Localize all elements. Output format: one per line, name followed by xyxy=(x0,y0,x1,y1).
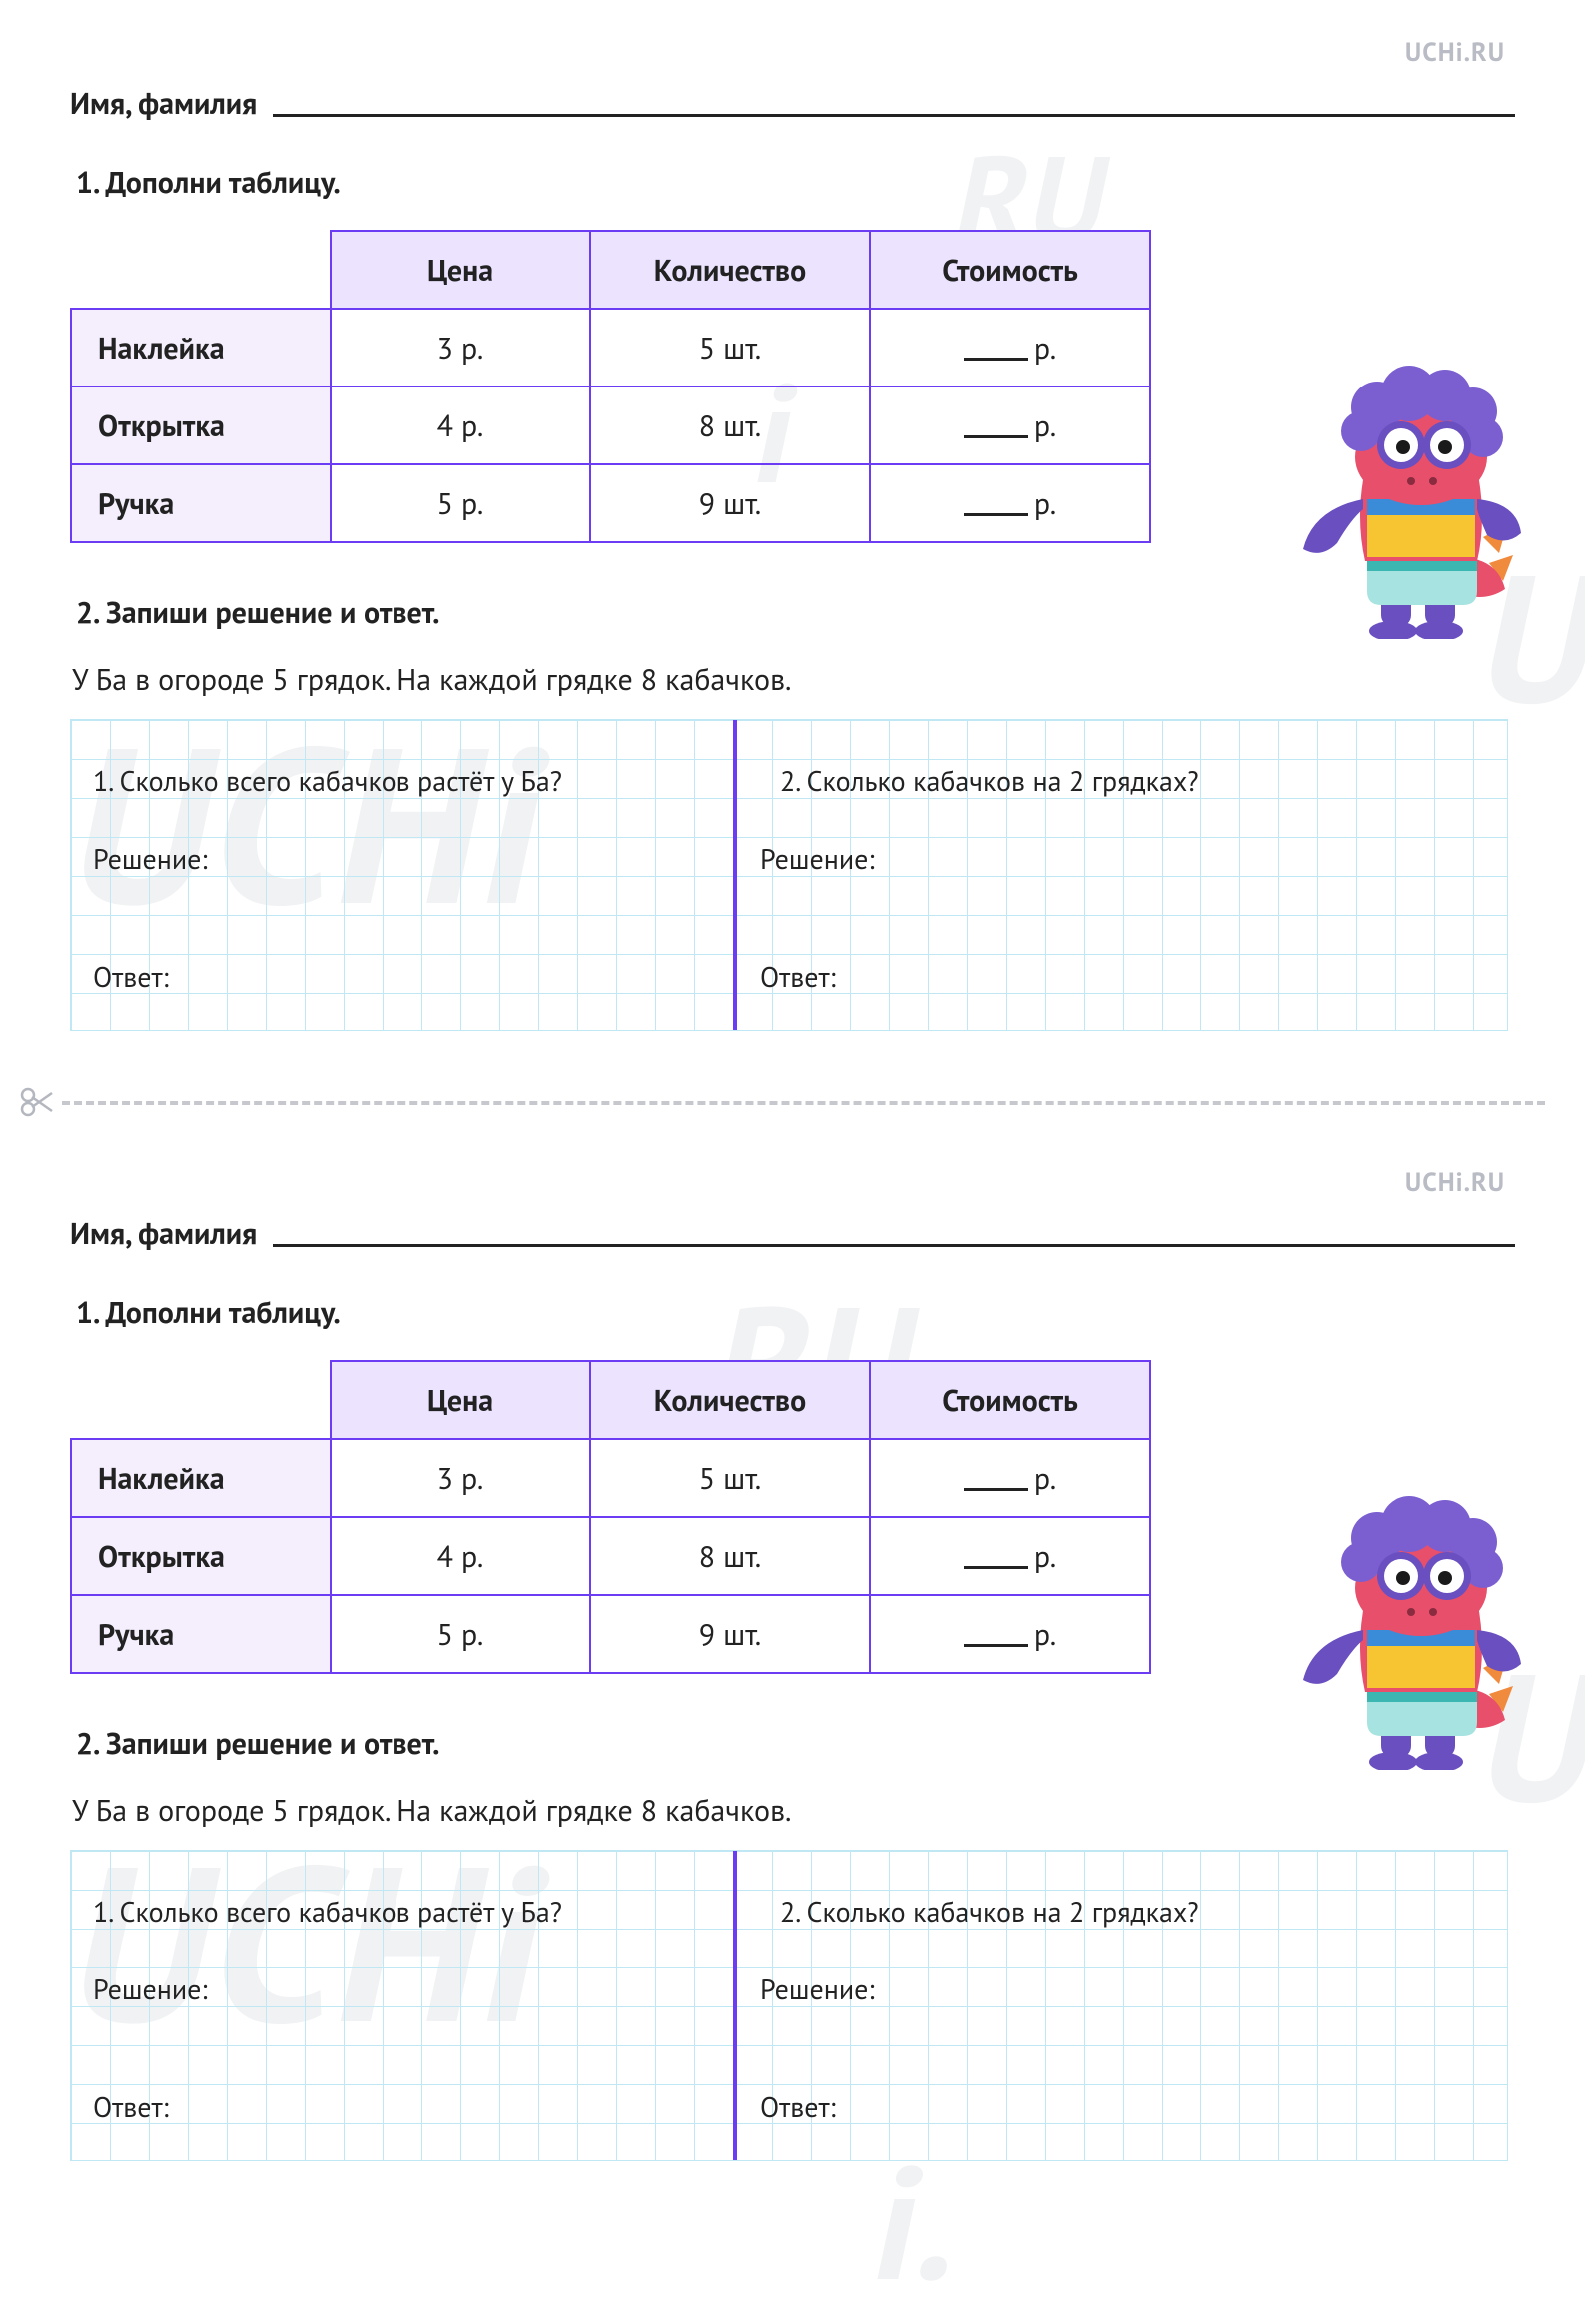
table-row: Открытка 4 р. 8 шт. р. xyxy=(71,1517,1150,1595)
cell-qty: 5 шт. xyxy=(590,309,870,387)
table-row: Наклейка 3 р. 5 шт. р. xyxy=(71,1439,1150,1517)
grid-answer-label: Ответ: xyxy=(760,958,836,995)
mascot-icon xyxy=(1285,350,1525,639)
worksheet-half-top: UCHi.RU Имя, фамилия 1. Дополни таблицу.… xyxy=(0,0,1585,1071)
table-row: Открытка 4 р. 8 шт. р. xyxy=(71,387,1150,464)
table-row: Ручка 5 р. 9 шт. р. xyxy=(71,464,1150,542)
cell-cost[interactable]: р. xyxy=(870,1439,1150,1517)
table-corner xyxy=(71,1361,331,1439)
grid-answer-label: Ответ: xyxy=(93,2088,169,2125)
grid-q1: 1. Сколько всего кабачков растёт у Ба? xyxy=(93,1893,562,1930)
cell-price: 5 р. xyxy=(331,1595,590,1673)
cell-price: 5 р. xyxy=(331,464,590,542)
cut-line xyxy=(0,1071,1585,1131)
cell-cost[interactable]: р. xyxy=(870,387,1150,464)
answer-grid[interactable]: 1. Сколько всего кабачков растёт у Ба? 2… xyxy=(70,1850,1508,2161)
row-label: Ручка xyxy=(71,1595,331,1673)
task1-title: 1. Дополни таблицу. xyxy=(76,1293,1515,1332)
table-row: Наклейка 3 р. 5 шт. р. xyxy=(71,309,1150,387)
cell-qty: 8 шт. xyxy=(590,387,870,464)
grid-q2: 2. Сколько кабачков на 2 грядках? xyxy=(780,1893,1199,1930)
cell-price: 3 р. xyxy=(331,1439,590,1517)
table-corner xyxy=(71,231,331,309)
col-qty: Количество xyxy=(590,231,870,309)
cell-price: 4 р. xyxy=(331,387,590,464)
grid-solution-label: Решение: xyxy=(93,840,207,877)
answer-grid[interactable]: 1. Сколько всего кабачков растёт у Ба? 2… xyxy=(70,719,1508,1031)
grid-divider xyxy=(733,1851,737,2160)
worksheet-half-bottom: UCHi.RU Имя, фамилия 1. Дополни таблицу.… xyxy=(0,1131,1585,2201)
row-label: Открытка xyxy=(71,1517,331,1595)
mascot-icon xyxy=(1285,1480,1525,1770)
price-table: Цена Количество Стоимость Наклейка 3 р. … xyxy=(70,230,1151,543)
brand-logo: UCHi.RU xyxy=(1405,36,1505,69)
col-price: Цена xyxy=(331,231,590,309)
task1-title: 1. Дополни таблицу. xyxy=(76,163,1515,202)
col-price: Цена xyxy=(331,1361,590,1439)
table-row: Ручка 5 р. 9 шт. р. xyxy=(71,1595,1150,1673)
name-underline[interactable] xyxy=(273,114,1515,117)
col-cost: Стоимость xyxy=(870,231,1150,309)
cell-cost[interactable]: р. xyxy=(870,464,1150,542)
name-field-row: Имя, фамилия xyxy=(70,1214,1515,1253)
task2-lead: У Ба в огороде 5 грядок. На каждой грядк… xyxy=(72,1791,1515,1830)
cell-qty: 9 шт. xyxy=(590,464,870,542)
cell-price: 4 р. xyxy=(331,1517,590,1595)
grid-solution-label: Решение: xyxy=(760,840,874,877)
row-label: Наклейка xyxy=(71,309,331,387)
cell-cost[interactable]: р. xyxy=(870,309,1150,387)
grid-solution-label: Решение: xyxy=(93,1970,207,2007)
name-underline[interactable] xyxy=(273,1244,1515,1247)
cell-cost[interactable]: р. xyxy=(870,1595,1150,1673)
price-table: Цена Количество Стоимость Наклейка 3 р. … xyxy=(70,1360,1151,1674)
task2-lead: У Ба в огороде 5 грядок. На каждой грядк… xyxy=(72,660,1515,699)
col-qty: Количество xyxy=(590,1361,870,1439)
row-label: Наклейка xyxy=(71,1439,331,1517)
cell-price: 3 р. xyxy=(331,309,590,387)
name-label: Имя, фамилия xyxy=(70,1214,257,1253)
brand-logo: UCHi.RU xyxy=(1405,1166,1505,1199)
grid-answer-label: Ответ: xyxy=(760,2088,836,2125)
row-label: Ручка xyxy=(71,464,331,542)
grid-q2: 2. Сколько кабачков на 2 грядках? xyxy=(780,762,1199,799)
grid-divider xyxy=(733,720,737,1030)
cell-cost[interactable]: р. xyxy=(870,1517,1150,1595)
col-cost: Стоимость xyxy=(870,1361,1150,1439)
cell-qty: 5 шт. xyxy=(590,1439,870,1517)
name-label: Имя, фамилия xyxy=(70,84,257,123)
scissors-icon xyxy=(20,1087,54,1117)
cell-qty: 9 шт. xyxy=(590,1595,870,1673)
grid-answer-label: Ответ: xyxy=(93,958,169,995)
row-label: Открытка xyxy=(71,387,331,464)
name-field-row: Имя, фамилия xyxy=(70,84,1515,123)
grid-q1: 1. Сколько всего кабачков растёт у Ба? xyxy=(93,762,562,799)
cell-qty: 8 шт. xyxy=(590,1517,870,1595)
grid-solution-label: Решение: xyxy=(760,1970,874,2007)
